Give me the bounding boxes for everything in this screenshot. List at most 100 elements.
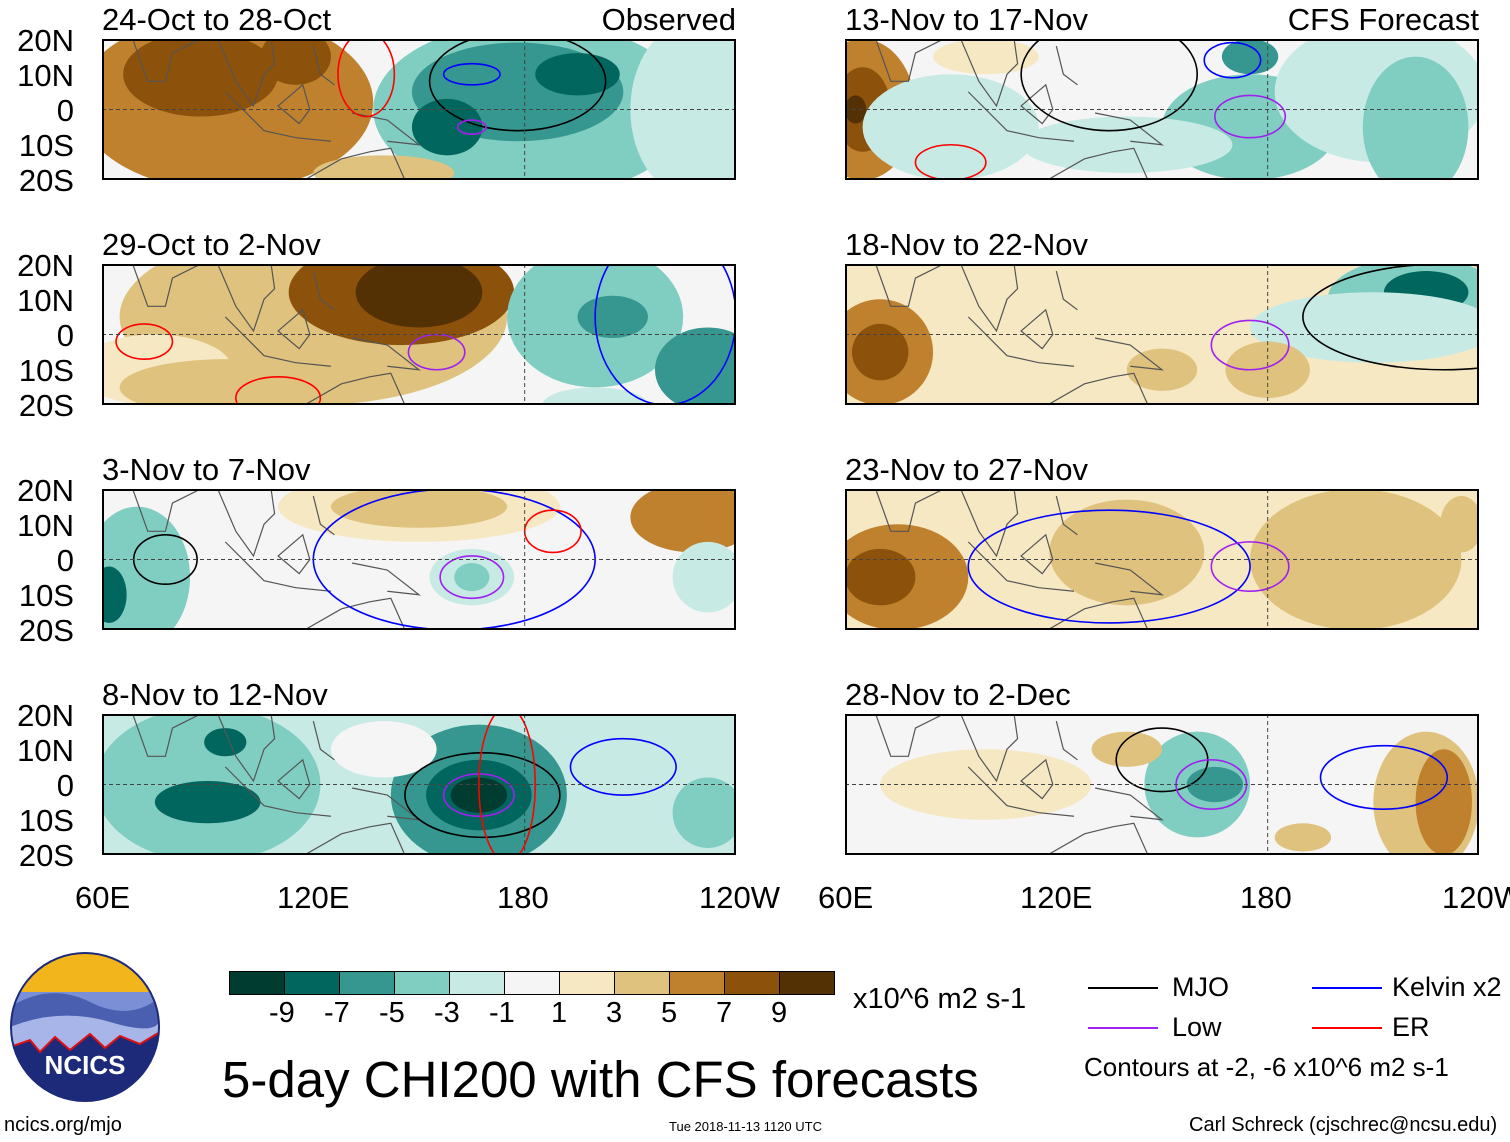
anomaly-region [1091, 731, 1162, 767]
anomaly-region [1221, 39, 1279, 75]
colorbar-tick-label: 5 [661, 997, 678, 1029]
figure-title: 5-day CHI200 with CFS forecasts [222, 1051, 979, 1108]
low-contour [1210, 541, 1290, 593]
anomaly-region [119, 359, 331, 405]
lat-label: 10S [18, 578, 74, 613]
colorbar-tick-label: 7 [716, 997, 733, 1029]
kelvin-contour [1203, 41, 1262, 79]
mjo-contour [1020, 39, 1198, 132]
er-contour [478, 714, 537, 855]
anomaly-region [411, 98, 483, 156]
kelvin-contour [442, 62, 501, 86]
panel-title: 24-Oct to 28-Oct [102, 2, 332, 37]
panel-frame [102, 714, 736, 855]
anomaly-region [535, 53, 620, 96]
anomaly-region [102, 566, 127, 623]
panel-title: 18-Nov to 22-Nov [845, 227, 1088, 262]
low-legend-line [1088, 1027, 1158, 1029]
low-contour [456, 119, 487, 135]
colorbar-tick-label: -9 [269, 997, 295, 1029]
colorbar-tick-label: -1 [489, 997, 515, 1029]
panel-frame [102, 39, 736, 180]
er-contour [115, 323, 174, 360]
map-panel [102, 714, 736, 855]
colorbar-swatch [450, 972, 505, 994]
lat-label: 20S [18, 613, 74, 648]
colorbar-swatch [725, 972, 780, 994]
anomaly-region [260, 39, 331, 85]
coastline [875, 714, 1165, 855]
colorbar-tick-label: -3 [434, 997, 460, 1029]
footer-timestamp: Tue 2018-11-13 1120 UTC [669, 1119, 822, 1134]
footer-author: Carl Schreck (cjschrec@ncsu.edu) [1189, 1114, 1498, 1136]
logo-text: NCICS [45, 1050, 126, 1080]
anomaly-region [330, 489, 508, 528]
lat-label: 10S [18, 803, 74, 838]
mjo-legend-label: MJO [1172, 972, 1229, 1002]
kelvin-legend-line [1312, 987, 1382, 989]
anomaly-region [933, 39, 1039, 75]
anomaly-region [313, 155, 455, 180]
er-legend-line [1312, 1027, 1382, 1029]
anomaly-region [542, 387, 648, 405]
anomaly-region [355, 264, 483, 328]
mjo-contour [404, 751, 561, 839]
er-contour [235, 376, 322, 405]
colorbar-swatch [285, 972, 340, 994]
lat-label: 10S [18, 128, 74, 163]
anomaly-region [154, 780, 261, 824]
footer-url[interactable]: ncics.org/mjo [4, 1114, 122, 1136]
anomaly-region [1049, 499, 1205, 606]
anomaly-region [1440, 496, 1479, 553]
anomaly-region [1021, 116, 1233, 173]
kelvin-contour [569, 737, 677, 796]
contour-note: Contours at -2, -6 x10^6 m2 s-1 [1084, 1052, 1449, 1082]
kelvin-legend-label: Kelvin x2 [1392, 972, 1502, 1002]
colorbar [229, 971, 835, 995]
coastline [132, 39, 422, 180]
panel-title: 3-Nov to 7-Nov [102, 452, 311, 487]
mjo-legend-line [1088, 987, 1158, 989]
lat-label: 20S [18, 838, 74, 873]
coastline [875, 264, 1165, 405]
lon-label: 120W [699, 880, 780, 915]
coastline [875, 39, 1165, 180]
anomaly-region [672, 777, 736, 848]
colorbar-swatch [780, 972, 834, 994]
lat-label: 10N [17, 58, 74, 93]
coastline [132, 489, 422, 630]
lon-label: 120E [1020, 880, 1093, 915]
coastline [132, 714, 422, 855]
panel-title: 23-Nov to 27-Nov [845, 452, 1088, 487]
lat-label: 10N [17, 508, 74, 543]
panel-tag: Observed [601, 2, 736, 37]
colorbar-tick-label: -5 [379, 997, 405, 1029]
colorbar-swatch [395, 972, 450, 994]
anomaly-region [1274, 823, 1332, 852]
anomaly-region [862, 74, 1039, 180]
anomaly-region [123, 39, 279, 117]
er-contour [914, 143, 987, 180]
lat-label: 20N [17, 473, 74, 508]
anomaly-region [454, 563, 490, 592]
panel-title: 29-Oct to 2-Nov [102, 227, 321, 262]
panel-frame [845, 39, 1479, 180]
lat-label: 20S [18, 163, 74, 198]
coastline [875, 489, 1165, 630]
panel-frame [102, 489, 736, 630]
lat-label: 0 [56, 93, 74, 128]
panel-tag: CFS Forecast [1287, 2, 1479, 37]
lat-label: 0 [56, 318, 74, 353]
panel-title: 8-Nov to 12-Nov [102, 677, 328, 712]
map-panel [102, 264, 736, 405]
lat-label: 20S [18, 388, 74, 423]
anomaly-region [1415, 749, 1472, 855]
coastline [132, 264, 422, 405]
map-panel [102, 39, 736, 180]
lat-label: 20N [17, 248, 74, 283]
anomaly-region [1250, 292, 1479, 363]
lat-label: 20N [17, 698, 74, 733]
anomaly-region [330, 721, 437, 778]
colorbar-tick-label: 1 [551, 997, 568, 1029]
